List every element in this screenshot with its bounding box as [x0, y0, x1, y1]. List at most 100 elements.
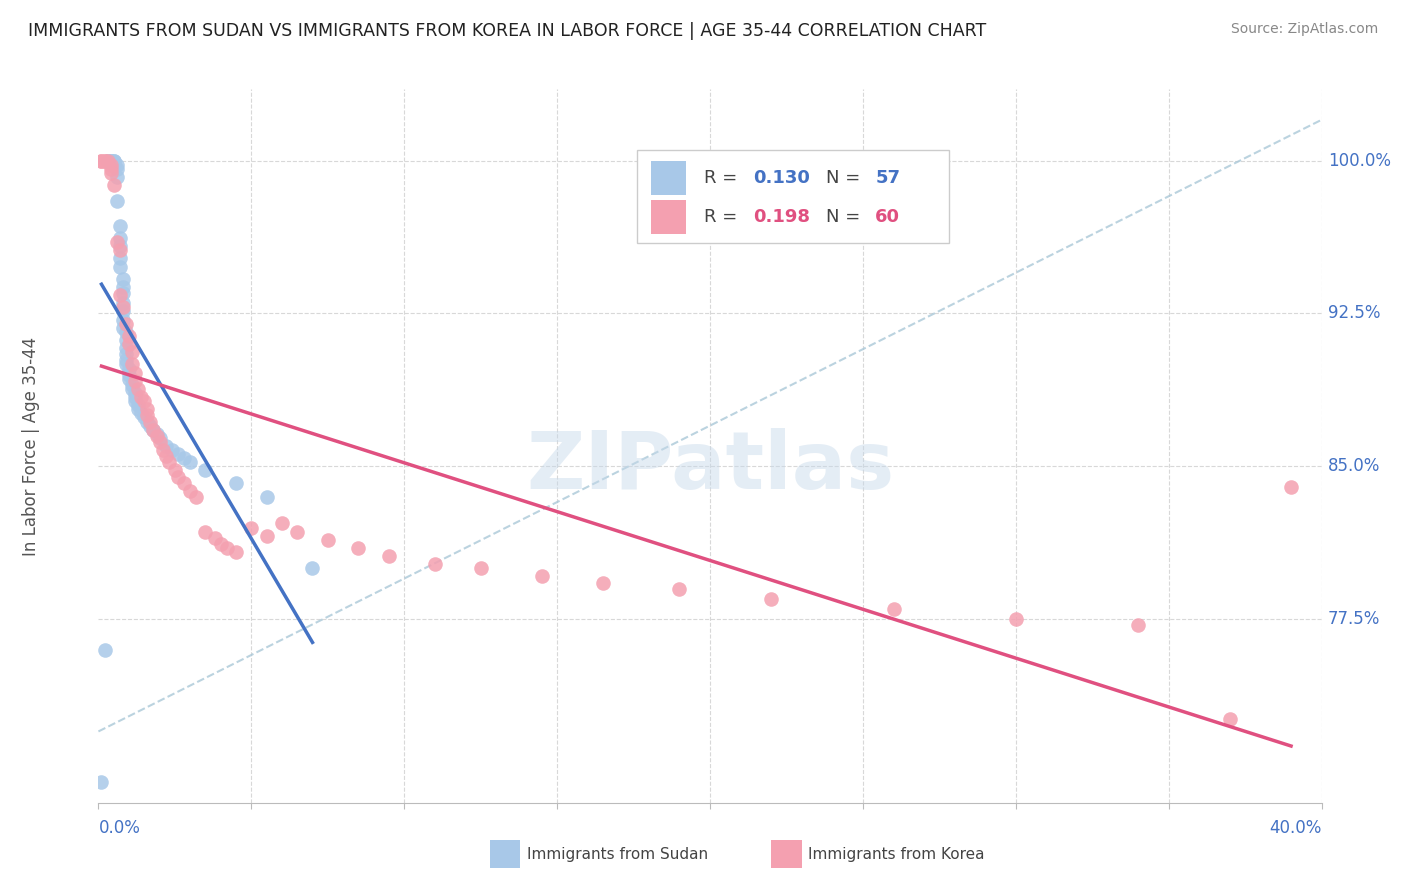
Point — [155, 439, 177, 453]
Point — [90, 153, 112, 168]
Point — [111, 304, 134, 318]
Text: 0.0%: 0.0% — [98, 819, 141, 837]
Point — [93, 153, 115, 168]
Point — [256, 490, 278, 504]
Point — [115, 347, 138, 361]
Point — [93, 643, 115, 657]
Point — [225, 475, 247, 490]
Point — [124, 366, 146, 380]
Point — [105, 194, 128, 209]
Point — [100, 161, 122, 176]
Point — [97, 153, 120, 168]
Text: In Labor Force | Age 35-44: In Labor Force | Age 35-44 — [22, 336, 41, 556]
Point — [470, 561, 492, 575]
Point — [115, 317, 138, 331]
Point — [194, 463, 217, 477]
Point — [155, 449, 177, 463]
Point — [108, 244, 131, 258]
Point — [136, 409, 159, 423]
Point — [90, 775, 112, 789]
Point — [103, 153, 125, 168]
Point — [103, 178, 125, 192]
Point — [152, 443, 174, 458]
Point — [167, 447, 190, 461]
FancyBboxPatch shape — [651, 200, 686, 234]
Point — [105, 235, 128, 249]
Text: Immigrants from Korea: Immigrants from Korea — [808, 847, 984, 862]
Point — [124, 394, 146, 409]
Point — [108, 288, 131, 302]
Text: 40.0%: 40.0% — [1270, 819, 1322, 837]
Point — [127, 398, 149, 412]
Point — [111, 312, 134, 326]
Point — [134, 410, 156, 425]
Text: N =: N = — [827, 208, 866, 226]
Point — [111, 286, 134, 301]
Point — [316, 533, 339, 547]
Point — [115, 358, 138, 372]
Point — [270, 516, 292, 531]
Point — [160, 443, 183, 458]
Point — [108, 231, 131, 245]
Point — [111, 301, 134, 315]
Point — [179, 455, 201, 469]
Text: ZIPatlas: ZIPatlas — [526, 428, 894, 507]
Point — [103, 153, 125, 168]
Point — [127, 382, 149, 396]
Point — [118, 372, 141, 386]
Point — [118, 368, 141, 382]
Point — [93, 153, 115, 168]
Point — [240, 520, 263, 534]
Point — [118, 361, 141, 376]
Point — [1004, 612, 1026, 626]
Point — [105, 161, 128, 176]
Point — [530, 569, 553, 583]
Text: 0.130: 0.130 — [752, 169, 810, 186]
Point — [179, 483, 201, 498]
Text: R =: R = — [704, 208, 742, 226]
Point — [163, 463, 186, 477]
Point — [100, 153, 122, 168]
Point — [111, 320, 134, 334]
Point — [100, 153, 122, 168]
Text: 92.5%: 92.5% — [1327, 304, 1381, 323]
Point — [108, 260, 131, 274]
Text: 85.0%: 85.0% — [1327, 458, 1381, 475]
Point — [90, 153, 112, 168]
Point — [668, 582, 690, 596]
Point — [423, 558, 446, 572]
Text: 57: 57 — [875, 169, 900, 186]
Point — [145, 426, 167, 441]
Point — [149, 434, 172, 449]
Point — [1219, 712, 1241, 726]
Point — [124, 390, 146, 404]
Point — [301, 561, 323, 575]
Point — [108, 239, 131, 253]
Point — [129, 406, 152, 420]
Text: N =: N = — [827, 169, 866, 186]
Point — [173, 475, 195, 490]
Point — [173, 451, 195, 466]
Point — [592, 575, 614, 590]
Point — [108, 252, 131, 266]
Point — [129, 390, 152, 404]
Point — [378, 549, 401, 563]
Point — [121, 345, 143, 359]
Point — [142, 423, 165, 437]
Point — [105, 158, 128, 172]
FancyBboxPatch shape — [772, 840, 801, 869]
FancyBboxPatch shape — [651, 161, 686, 194]
Point — [118, 337, 141, 351]
Text: 100.0%: 100.0% — [1327, 152, 1391, 169]
Point — [118, 329, 141, 343]
Point — [124, 386, 146, 401]
Point — [124, 374, 146, 388]
Point — [111, 296, 134, 310]
Point — [121, 358, 143, 372]
Text: 77.5%: 77.5% — [1327, 610, 1381, 628]
Point — [139, 418, 162, 433]
Text: Source: ZipAtlas.com: Source: ZipAtlas.com — [1230, 22, 1378, 37]
Text: Immigrants from Sudan: Immigrants from Sudan — [526, 847, 707, 862]
Point — [103, 158, 125, 172]
Point — [256, 529, 278, 543]
